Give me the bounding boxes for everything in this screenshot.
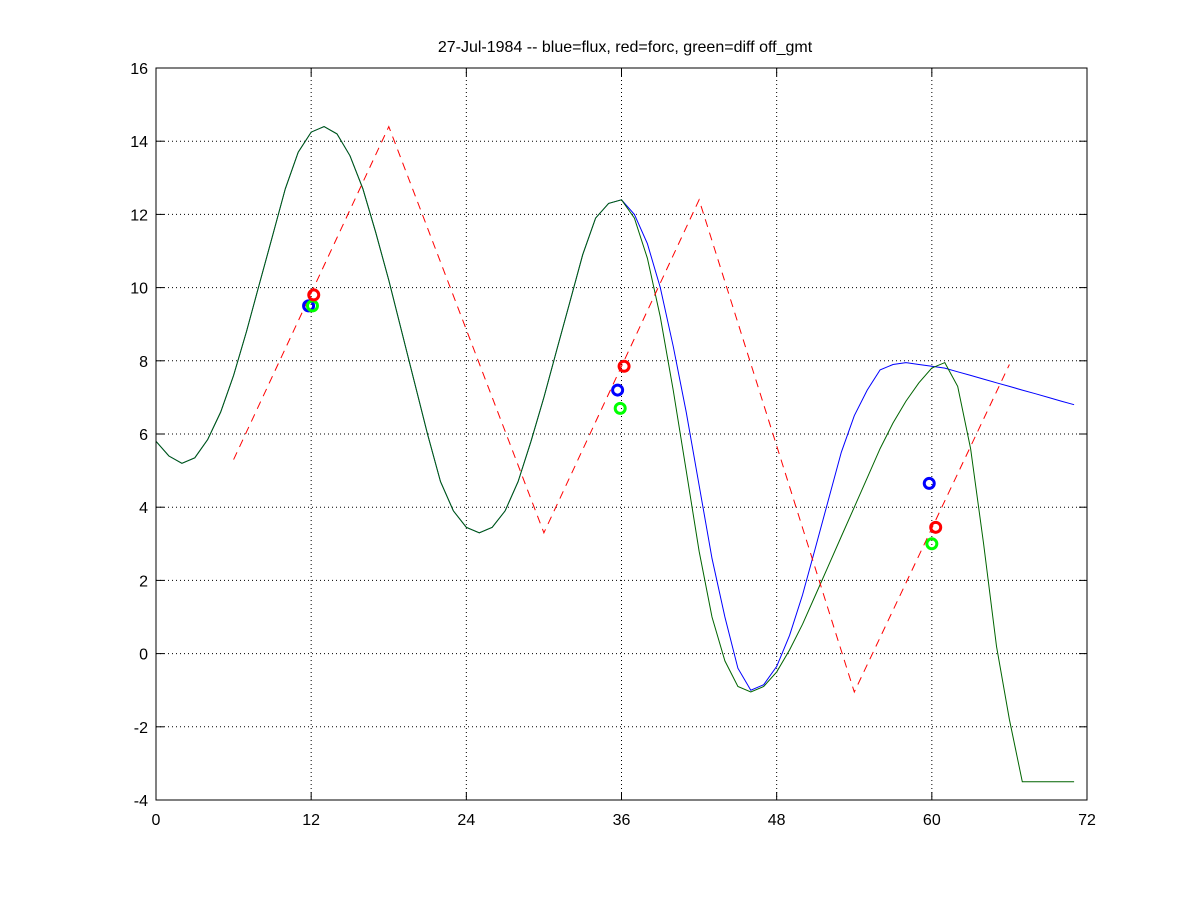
x-tick-label: 0	[152, 812, 161, 829]
y-tick-label: 4	[139, 500, 148, 517]
circle-marker	[617, 359, 631, 373]
y-tick-label: -2	[134, 720, 148, 737]
y-tick-label: 12	[130, 207, 148, 224]
series-layer	[155, 125, 1075, 783]
x-tick-label: 60	[923, 812, 941, 829]
plot-area	[156, 68, 1087, 800]
y-tick-label: 8	[139, 354, 148, 371]
circle-marker	[613, 401, 627, 415]
circle-marker	[611, 383, 625, 397]
marker-layer	[302, 288, 943, 551]
y-tick-label: 2	[139, 573, 148, 590]
circle-marker	[922, 476, 936, 490]
series-line-3	[233, 125, 1010, 694]
y-tick-label: 14	[130, 134, 148, 151]
y-tick-label: -4	[134, 793, 148, 810]
x-tick-label: 48	[768, 812, 786, 829]
y-tick-label: 6	[139, 427, 148, 444]
y-tick-label: 0	[139, 647, 148, 664]
y-tick-label: 16	[130, 61, 148, 78]
axis-ticks	[155, 67, 1088, 801]
series-line-2	[155, 126, 1075, 783]
y-tick-label: 10	[130, 281, 148, 298]
x-tick-label: 72	[1078, 812, 1096, 829]
circle-marker	[307, 288, 321, 302]
x-tick-label: 12	[302, 812, 320, 829]
x-tick-label: 36	[613, 812, 631, 829]
chart-title: 27-Jul-1984 -- blue=flux, red=forc, gree…	[438, 39, 813, 56]
x-tick-label: 24	[457, 812, 475, 829]
circle-marker	[929, 520, 943, 534]
circle-marker	[925, 537, 939, 551]
